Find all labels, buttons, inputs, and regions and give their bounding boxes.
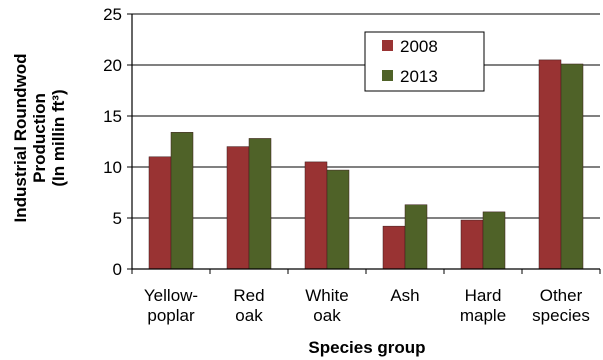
bar-2008-3 [382, 225, 406, 270]
bar-2008-0 [148, 156, 172, 270]
y-tick-label: 25 [103, 5, 122, 24]
y-tick-label: 20 [103, 56, 122, 75]
x-category-label: oak [235, 306, 263, 325]
y-axis-title-line-2: Production [30, 93, 49, 183]
bar-2008-2 [304, 161, 328, 270]
x-category-label: maple [460, 306, 506, 325]
legend: 2008 2013 [364, 31, 485, 92]
bar-2008-1 [226, 146, 250, 270]
legend-label-2013: 2013 [400, 67, 438, 86]
x-category-label: White [305, 286, 348, 305]
x-category-label: Hard [465, 286, 502, 305]
x-axis-title: Species group [308, 338, 425, 357]
x-category-label: poplar [147, 306, 195, 325]
bar-2013-5 [560, 63, 584, 270]
bar-2013-0 [170, 132, 194, 270]
bar-2013-2 [326, 169, 350, 270]
bar-2013-3 [404, 204, 428, 270]
y-tick-label: 0 [113, 260, 122, 279]
bar-2013-1 [248, 138, 272, 270]
legend-label-2008: 2008 [400, 37, 438, 56]
y-tick-label: 10 [103, 158, 122, 177]
bar-2013-4 [482, 211, 506, 270]
legend-swatch-2008 [382, 40, 393, 51]
x-category-label: Yellow- [144, 286, 198, 305]
bar-2008-4 [460, 219, 484, 270]
x-category-label: species [532, 306, 590, 325]
x-category-label: Other [540, 286, 583, 305]
y-tick-label: 15 [103, 107, 122, 126]
y-axis-title-line-1: Industrial Roundwod [11, 53, 30, 222]
x-category-label: Red [233, 286, 264, 305]
y-tick-label: 5 [113, 209, 122, 228]
bar-2008-5 [538, 59, 562, 270]
x-category-label: Ash [390, 286, 419, 305]
y-axis-ticks: 0 5 10 15 20 25 [103, 5, 132, 279]
x-category-label: oak [313, 306, 341, 325]
axes [131, 14, 601, 274]
y-axis-title: Industrial Roundwod Production (In milli… [11, 53, 68, 222]
y-axis-title-line-3: (In millin ft³) [49, 89, 68, 186]
legend-swatch-2013 [382, 70, 393, 81]
bars [148, 59, 584, 270]
